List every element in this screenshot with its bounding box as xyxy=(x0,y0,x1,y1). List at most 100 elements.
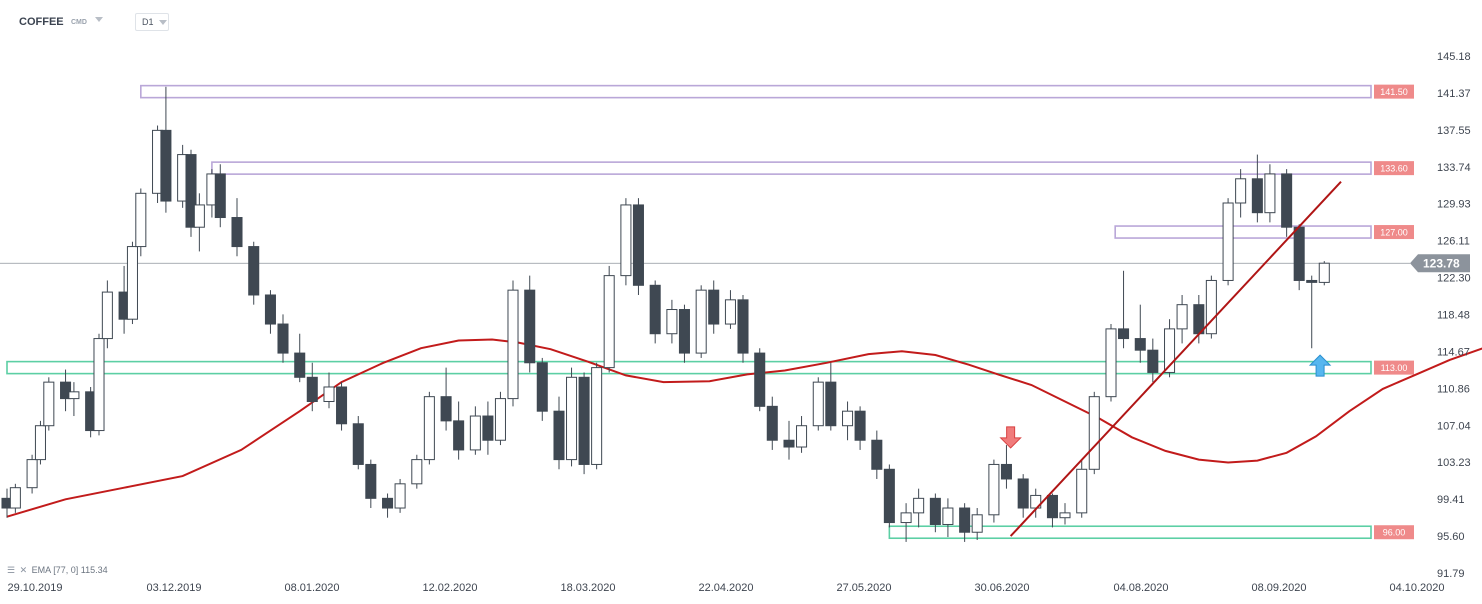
candle[interactable] xyxy=(678,304,690,363)
candle[interactable] xyxy=(1046,493,1058,528)
candle[interactable] xyxy=(536,357,548,421)
timeframe-select[interactable]: D1 xyxy=(135,13,169,31)
ema-line[interactable] xyxy=(6,338,1482,518)
candle[interactable] xyxy=(60,369,72,412)
candle[interactable] xyxy=(591,362,603,470)
candle[interactable] xyxy=(796,416,808,453)
candle[interactable] xyxy=(126,241,138,325)
candle[interactable] xyxy=(913,488,925,528)
level-zone-96.00[interactable] xyxy=(888,525,1372,540)
symbol-dropdown-chevron-icon[interactable] xyxy=(95,17,103,22)
candle[interactable] xyxy=(871,430,883,479)
candle[interactable] xyxy=(1118,270,1130,349)
candle[interactable] xyxy=(1164,319,1176,378)
candle[interactable] xyxy=(440,367,452,431)
indicator-settings-icon[interactable]: ☰ xyxy=(7,565,16,575)
candle[interactable] xyxy=(1193,294,1205,344)
symbol-name[interactable]: COFFEE xyxy=(19,16,64,28)
candle[interactable] xyxy=(708,280,720,334)
timeframe-chevron-icon[interactable] xyxy=(159,20,167,25)
candle[interactable] xyxy=(352,416,364,470)
candle[interactable] xyxy=(482,401,494,455)
trendline[interactable] xyxy=(1009,181,1342,537)
candle[interactable] xyxy=(34,420,46,465)
candle[interactable] xyxy=(553,396,565,470)
candle[interactable] xyxy=(9,483,21,513)
candle[interactable] xyxy=(507,280,519,407)
candle[interactable] xyxy=(1281,169,1293,237)
candle[interactable] xyxy=(306,362,318,412)
candle[interactable] xyxy=(1235,169,1247,218)
candle[interactable] xyxy=(566,367,578,467)
candle[interactable] xyxy=(1222,198,1234,286)
candle[interactable] xyxy=(942,498,954,538)
candle[interactable] xyxy=(578,372,590,475)
candle[interactable] xyxy=(783,420,795,460)
candle[interactable] xyxy=(900,503,912,542)
candle[interactable] xyxy=(93,333,105,436)
candle[interactable] xyxy=(666,299,678,344)
candle[interactable] xyxy=(365,459,377,509)
candle[interactable] xyxy=(883,464,895,528)
candle[interactable] xyxy=(754,348,766,412)
level-zone-113.00[interactable] xyxy=(6,360,1372,375)
candle[interactable] xyxy=(649,280,661,344)
candle[interactable] xyxy=(812,377,824,431)
candle[interactable] xyxy=(620,198,632,286)
candle[interactable] xyxy=(842,401,854,441)
candle[interactable] xyxy=(766,396,778,450)
candle[interactable] xyxy=(264,290,276,334)
candle[interactable] xyxy=(603,265,615,373)
level-zone-133.60[interactable] xyxy=(211,161,1372,175)
candle[interactable] xyxy=(101,280,113,349)
candle[interactable] xyxy=(1000,445,1012,489)
candle[interactable] xyxy=(294,333,306,383)
candle[interactable] xyxy=(214,164,226,228)
candle[interactable] xyxy=(248,241,260,305)
candle[interactable] xyxy=(453,401,465,460)
candle[interactable] xyxy=(68,382,80,417)
candle[interactable] xyxy=(854,406,866,450)
candle[interactable] xyxy=(323,372,335,409)
candle[interactable] xyxy=(695,285,707,358)
candle[interactable] xyxy=(160,86,172,213)
candle[interactable] xyxy=(394,478,406,513)
level-zone-141.50[interactable] xyxy=(140,84,1372,99)
candle[interactable] xyxy=(469,406,481,455)
candle[interactable] xyxy=(1088,391,1100,475)
candle[interactable] xyxy=(193,193,205,252)
candle[interactable] xyxy=(231,198,243,257)
candle[interactable] xyxy=(43,377,55,431)
candle[interactable] xyxy=(1076,459,1088,518)
candle[interactable] xyxy=(724,290,736,329)
candle[interactable] xyxy=(1318,261,1330,286)
candle[interactable] xyxy=(1017,474,1029,518)
candle[interactable] xyxy=(277,314,289,363)
level-zone-127.00[interactable] xyxy=(1114,225,1372,239)
candle[interactable] xyxy=(959,503,971,542)
candle[interactable] xyxy=(971,508,983,540)
candle[interactable] xyxy=(411,454,423,489)
candle[interactable] xyxy=(185,149,197,237)
candle[interactable] xyxy=(1306,275,1318,349)
candle[interactable] xyxy=(26,454,38,494)
ema-legend[interactable]: ☰ ✕ EMA [77, 0] 115.34 xyxy=(7,565,108,576)
candle[interactable] xyxy=(336,382,348,431)
candle[interactable] xyxy=(988,459,1000,523)
candle[interactable] xyxy=(135,188,147,257)
candle[interactable] xyxy=(737,294,749,363)
candle[interactable] xyxy=(1293,224,1305,291)
candle[interactable] xyxy=(929,493,941,533)
candle[interactable] xyxy=(1059,503,1071,525)
candle[interactable] xyxy=(1147,338,1159,383)
candle[interactable] xyxy=(524,275,536,373)
candle[interactable] xyxy=(423,391,435,465)
candle[interactable] xyxy=(632,198,644,295)
indicator-remove-icon[interactable]: ✕ xyxy=(19,565,28,575)
candle[interactable] xyxy=(494,391,506,446)
candle[interactable] xyxy=(1134,304,1146,363)
candle[interactable] xyxy=(1176,294,1188,344)
candle[interactable] xyxy=(1205,275,1217,339)
candle[interactable] xyxy=(1105,324,1117,402)
